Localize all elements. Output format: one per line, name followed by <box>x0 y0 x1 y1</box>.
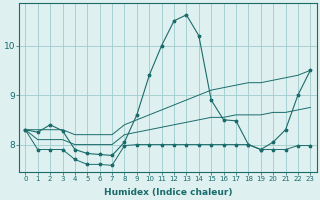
X-axis label: Humidex (Indice chaleur): Humidex (Indice chaleur) <box>104 188 232 197</box>
